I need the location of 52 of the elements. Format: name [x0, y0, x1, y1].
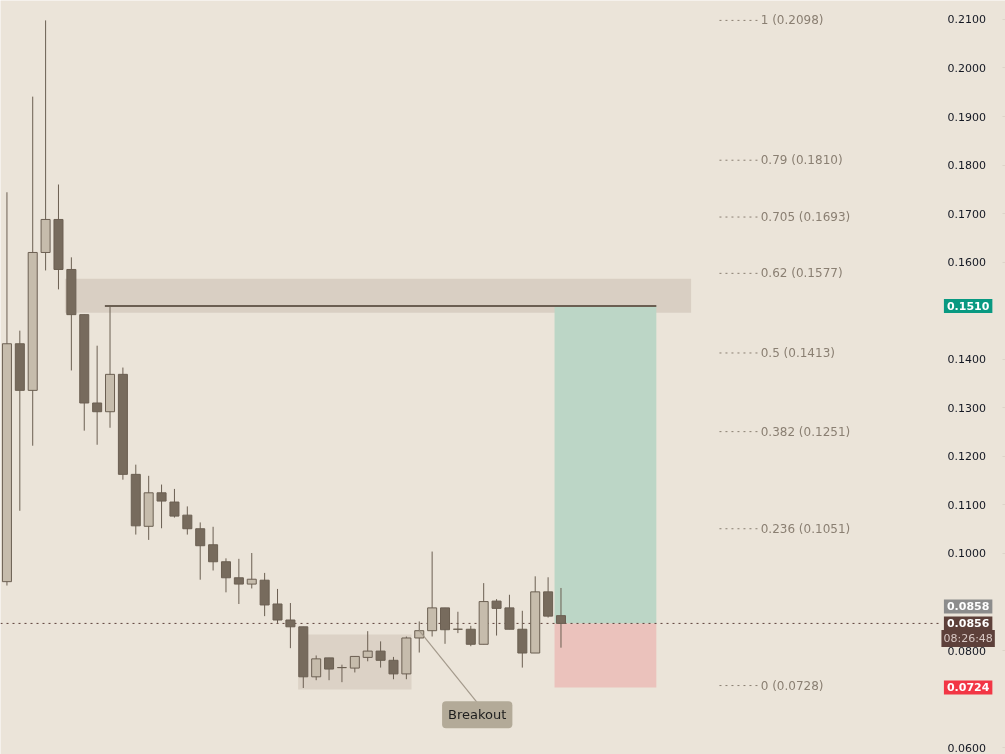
candlestick [169, 488, 180, 519]
ref-line-label: 0.382 (0.1251) [760, 424, 851, 439]
y-tick-label: 0.0800 [947, 644, 986, 658]
candlestick [311, 654, 322, 681]
candlestick [324, 657, 335, 681]
candlestick [465, 625, 476, 647]
candlestick [452, 611, 463, 634]
y-tick-label: 0.1600 [947, 256, 986, 270]
y-tick-label: 0.1100 [947, 498, 986, 512]
candlestick [555, 587, 566, 649]
candlestick [220, 557, 231, 593]
candlestick [233, 558, 244, 605]
ref-line-label: 0.236 (0.1051) [760, 521, 851, 536]
annotation: 0.0724 [946, 681, 990, 695]
annotation: Breakout [448, 707, 507, 723]
y-tick-label: 0.1400 [947, 353, 986, 367]
annotation: 0.0858 [946, 600, 990, 614]
ref-line-label: 0.5 (0.1413) [760, 345, 835, 360]
annotation: 0.1510 [946, 299, 990, 313]
candlestick [208, 526, 219, 571]
ref-line-label: 0.0856 [946, 617, 990, 631]
candlestick [375, 640, 386, 669]
ref-line-label: 0.79 (0.1810) [760, 153, 843, 168]
annotation: 08:26:48 [943, 631, 993, 645]
ref-line-label: 0.705 (0.1693) [760, 210, 851, 225]
y-tick-label: 0.1000 [947, 547, 986, 561]
candlestick [504, 594, 515, 630]
candlestick [336, 664, 347, 683]
y-tick-label: 0.2100 [947, 13, 986, 27]
candlestick [491, 598, 502, 637]
candlestick [92, 345, 103, 446]
ref-line-label: 0 (0.0728) [760, 678, 824, 693]
candlestick [272, 588, 283, 624]
candlestick [195, 521, 206, 581]
candlestick [388, 656, 399, 680]
candlestick [285, 602, 296, 649]
y-tick-label: 0.1300 [947, 401, 986, 415]
candlestick [156, 484, 167, 529]
y-tick-label: 0.1900 [947, 110, 986, 124]
y-tick-label: 0.1200 [947, 450, 986, 464]
ref-line-label: 0.62 (0.1577) [760, 266, 843, 281]
ref-line-label: 1 (0.2098) [760, 13, 824, 28]
candlestick [517, 610, 528, 669]
y-tick-label: 0.2000 [947, 61, 986, 75]
y-tick-label: 0.1800 [947, 159, 986, 173]
candlestick [440, 607, 451, 645]
candlestick [246, 552, 257, 589]
y-tick-label: 0.1700 [947, 207, 986, 221]
candlestick [182, 505, 193, 536]
candlestick [362, 630, 373, 662]
y-tick-label: 0.0600 [947, 741, 986, 754]
candlestick [427, 551, 438, 638]
